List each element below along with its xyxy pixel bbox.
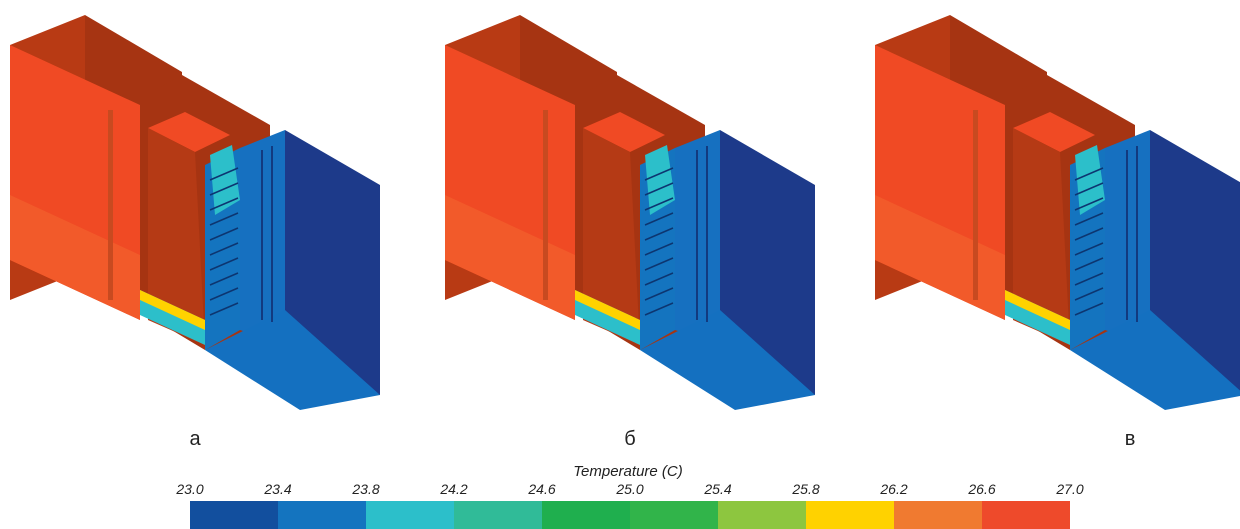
colorbar-tick-label: 27.0 [1055, 481, 1083, 497]
colorbar-segment [278, 501, 366, 529]
render-panel [10, 15, 380, 410]
colorbar: 23.0 23.4 23.8 24.2 24.6 25.0 25.4 25.8 26.2 26.6… [175, 481, 1083, 529]
colorbar-segment [630, 501, 718, 529]
panel-label: а [189, 428, 201, 450]
colorbar-segment [366, 501, 454, 529]
colorbar-tick-label: 25.4 [703, 481, 731, 497]
colorbar-tick-label: 26.2 [879, 481, 907, 497]
colorbar-segment [806, 501, 894, 529]
colorbar-tick-label: 25.0 [615, 481, 643, 497]
figure: а б в Temperature (C) 23.0 23.4 23.8 24.2 24… [0, 0, 1240, 529]
panel-label: в [1125, 428, 1136, 450]
colorbar-title: Temperature (C) [573, 463, 682, 480]
colorbar-tick-label: 26.6 [967, 481, 995, 497]
colorbar-segment [718, 501, 806, 529]
colorbar-tick-label: 25.8 [791, 481, 819, 497]
colorbar-tick-label: 24.2 [439, 481, 467, 497]
colorbar-segment [982, 501, 1070, 529]
colorbar-tick-label: 23.4 [263, 481, 291, 497]
colorbar-tick-label: 23.0 [175, 481, 203, 497]
colorbar-tick-label: 24.6 [527, 481, 555, 497]
render-panel [875, 15, 1240, 410]
render-panel [445, 15, 815, 410]
colorbar-segment [190, 501, 278, 529]
panel-label: б [624, 428, 635, 450]
colorbar-segment [894, 501, 982, 529]
colorbar-segment [542, 501, 630, 529]
colorbar-segment [454, 501, 542, 529]
colorbar-tick-label: 23.8 [351, 481, 379, 497]
